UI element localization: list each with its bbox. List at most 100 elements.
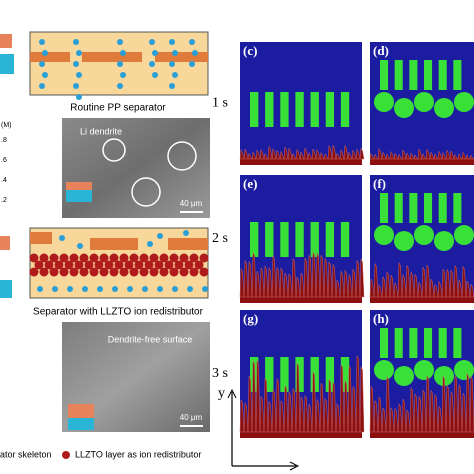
arrow-head <box>289 461 300 471</box>
icon-bottom <box>0 54 14 74</box>
green-particle <box>454 225 474 245</box>
axis-tick: .8 <box>1 137 7 144</box>
ion <box>82 286 88 292</box>
llzto-particle <box>69 267 79 277</box>
llzto-particle <box>199 253 209 263</box>
caption: Separator with LLZTO ion redistributor <box>33 307 204 318</box>
ion <box>147 241 153 247</box>
llzto-particle <box>134 260 144 270</box>
time-label: 2 s <box>212 231 228 246</box>
icon-top <box>0 34 12 48</box>
legend-entry: ator skeleton <box>0 449 52 459</box>
green-bar <box>325 92 335 127</box>
dendrites <box>239 251 365 298</box>
ion <box>76 94 82 100</box>
ion <box>152 72 158 78</box>
panel-label: (h) <box>373 311 389 326</box>
green-particle <box>434 98 454 118</box>
legend-swatch <box>62 451 70 459</box>
green-bar <box>325 357 335 392</box>
ion <box>73 83 79 89</box>
llzto-particle <box>169 253 179 263</box>
scale-label: 40 μm <box>180 199 203 208</box>
electrode <box>240 432 362 438</box>
electrode <box>370 432 474 438</box>
green-bar <box>265 92 274 127</box>
llzto-particle <box>129 253 139 263</box>
pp-bar <box>155 52 208 62</box>
pp-bar <box>90 238 138 250</box>
icon-3d <box>68 418 94 430</box>
llzto-particle <box>194 260 204 270</box>
green-bar <box>453 193 462 223</box>
llzto-particle <box>144 260 154 270</box>
llzto-particle <box>34 260 44 270</box>
llzto-particle <box>149 267 159 277</box>
highlight-circle <box>102 138 126 162</box>
ion <box>127 286 133 292</box>
electrode <box>370 159 474 165</box>
ion <box>169 83 175 89</box>
green-bar <box>438 328 447 358</box>
ion <box>169 61 175 67</box>
panel-label: (f) <box>373 176 386 191</box>
llzto-particle <box>89 267 99 277</box>
ion <box>42 50 48 56</box>
green-bar <box>295 222 304 257</box>
axis-tick: .6 <box>1 157 7 164</box>
ion <box>157 286 163 292</box>
llzto-particle <box>74 260 84 270</box>
llzto-particle <box>119 267 129 277</box>
legend-entry: LLZTO layer as ion redistributor <box>75 449 201 459</box>
ion <box>112 286 118 292</box>
llzto-particle <box>44 260 54 270</box>
green-bar <box>424 60 433 90</box>
green-particle <box>414 360 434 380</box>
green-bar <box>409 60 418 90</box>
ion <box>39 83 45 89</box>
llzto-particle <box>54 260 64 270</box>
green-particle <box>434 231 454 251</box>
icon-3d <box>66 182 92 190</box>
green-bar <box>394 193 403 223</box>
axis-tick: .4 <box>1 177 7 184</box>
green-particle <box>434 366 454 386</box>
green-bar <box>424 193 433 223</box>
llzto-particle <box>69 253 79 263</box>
llzto-particle <box>184 260 194 270</box>
llzto-particle <box>169 267 179 277</box>
ion <box>172 286 178 292</box>
green-particle <box>394 98 414 118</box>
pp-bar <box>30 232 52 244</box>
llzto-particle <box>99 253 109 263</box>
llzto-particle <box>164 260 174 270</box>
ion <box>39 61 45 67</box>
green-particle <box>374 92 394 112</box>
llzto-particle <box>49 267 59 277</box>
ion <box>76 72 82 78</box>
ion <box>189 61 195 67</box>
ion <box>169 39 175 45</box>
green-particle <box>414 225 434 245</box>
llzto-particle <box>39 267 49 277</box>
llzto-particle <box>99 267 109 277</box>
llzto-particle <box>199 267 209 277</box>
green-bar <box>295 92 304 127</box>
arrow-head <box>227 388 237 399</box>
scale-label: 40 μm <box>180 413 203 422</box>
llzto-particle <box>109 253 119 263</box>
green-bar <box>409 193 418 223</box>
time-label: 1 s <box>212 96 228 111</box>
llzto-particle <box>189 253 199 263</box>
sem-label: Dendrite-free surface <box>108 334 193 344</box>
green-bar <box>325 222 335 257</box>
pp-bar <box>82 52 142 62</box>
llzto-particle <box>29 267 39 277</box>
ion <box>172 72 178 78</box>
ion <box>189 39 195 45</box>
axis-tick: .2 <box>1 197 7 204</box>
green-bar <box>250 222 259 257</box>
llzto-particle <box>59 253 69 263</box>
green-bar <box>280 92 289 127</box>
